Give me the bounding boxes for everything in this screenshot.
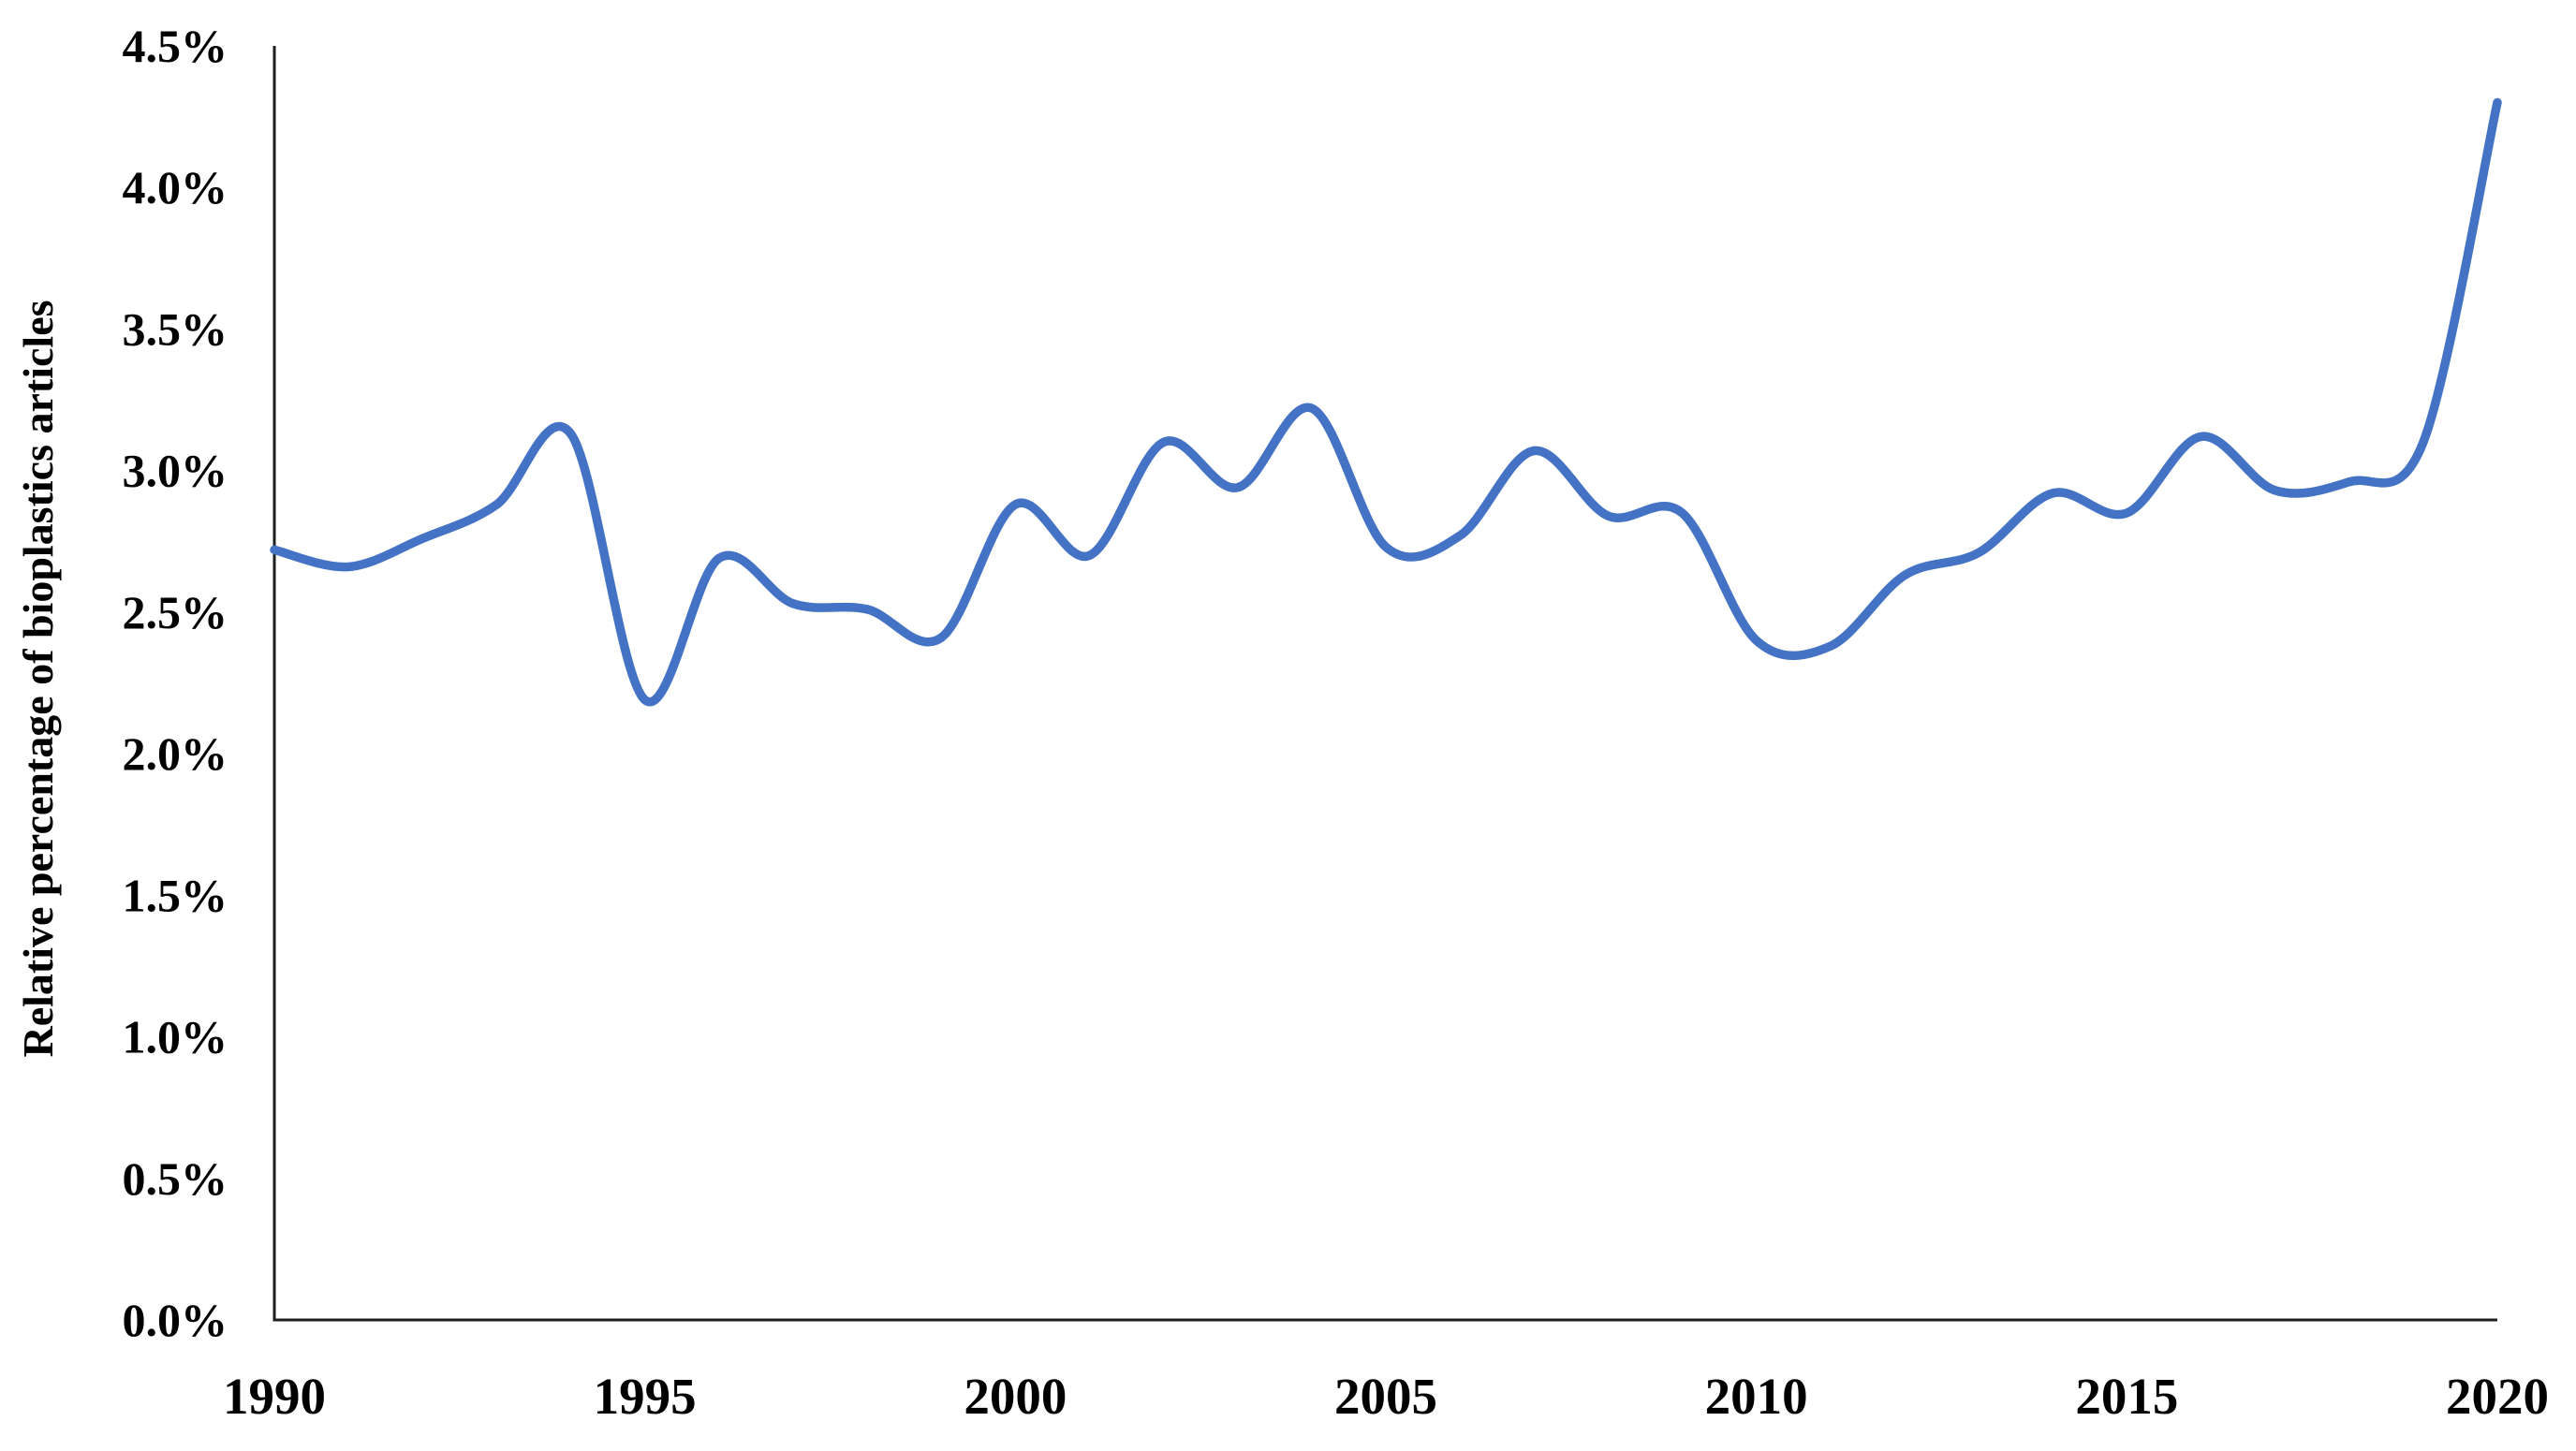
- x-tick-label: 2020: [2446, 1368, 2549, 1425]
- y-tick-label: 3.5%: [123, 302, 228, 355]
- y-tick-label: 4.5%: [123, 20, 228, 72]
- x-tick-label: 1995: [594, 1368, 697, 1425]
- y-axis-tick-labels: 0.0% 0.5% 1.0% 1.5% 2.0% 2.5% 3.0% 3.5% 4.0% 4.5%: [123, 20, 228, 1346]
- x-axis-tick-labels: 1990 1995 2000 2005 2010 2015 2020: [223, 1368, 2549, 1425]
- y-tick-label: 4.0%: [123, 161, 228, 213]
- axes: [272, 46, 2497, 1322]
- y-tick-label: 2.0%: [123, 727, 228, 780]
- y-axis-title: Relative percentage of bioplastics artic…: [14, 300, 62, 1057]
- data-line: [270, 97, 2502, 707]
- y-tick-label: 1.5%: [123, 869, 228, 921]
- y-tick-label: 1.0%: [123, 1011, 228, 1063]
- y-tick-label: 3.0%: [123, 445, 228, 497]
- x-tick-label: 2000: [964, 1368, 1067, 1425]
- y-tick-label: 0.0%: [123, 1294, 228, 1346]
- x-tick-label: 1990: [223, 1368, 326, 1425]
- y-tick-label: 2.5%: [123, 586, 228, 638]
- y-tick-label: 0.5%: [123, 1152, 228, 1205]
- x-tick-label: 2010: [1705, 1368, 1808, 1425]
- x-tick-label: 2015: [2075, 1368, 2178, 1425]
- x-tick-label: 2005: [1334, 1368, 1437, 1425]
